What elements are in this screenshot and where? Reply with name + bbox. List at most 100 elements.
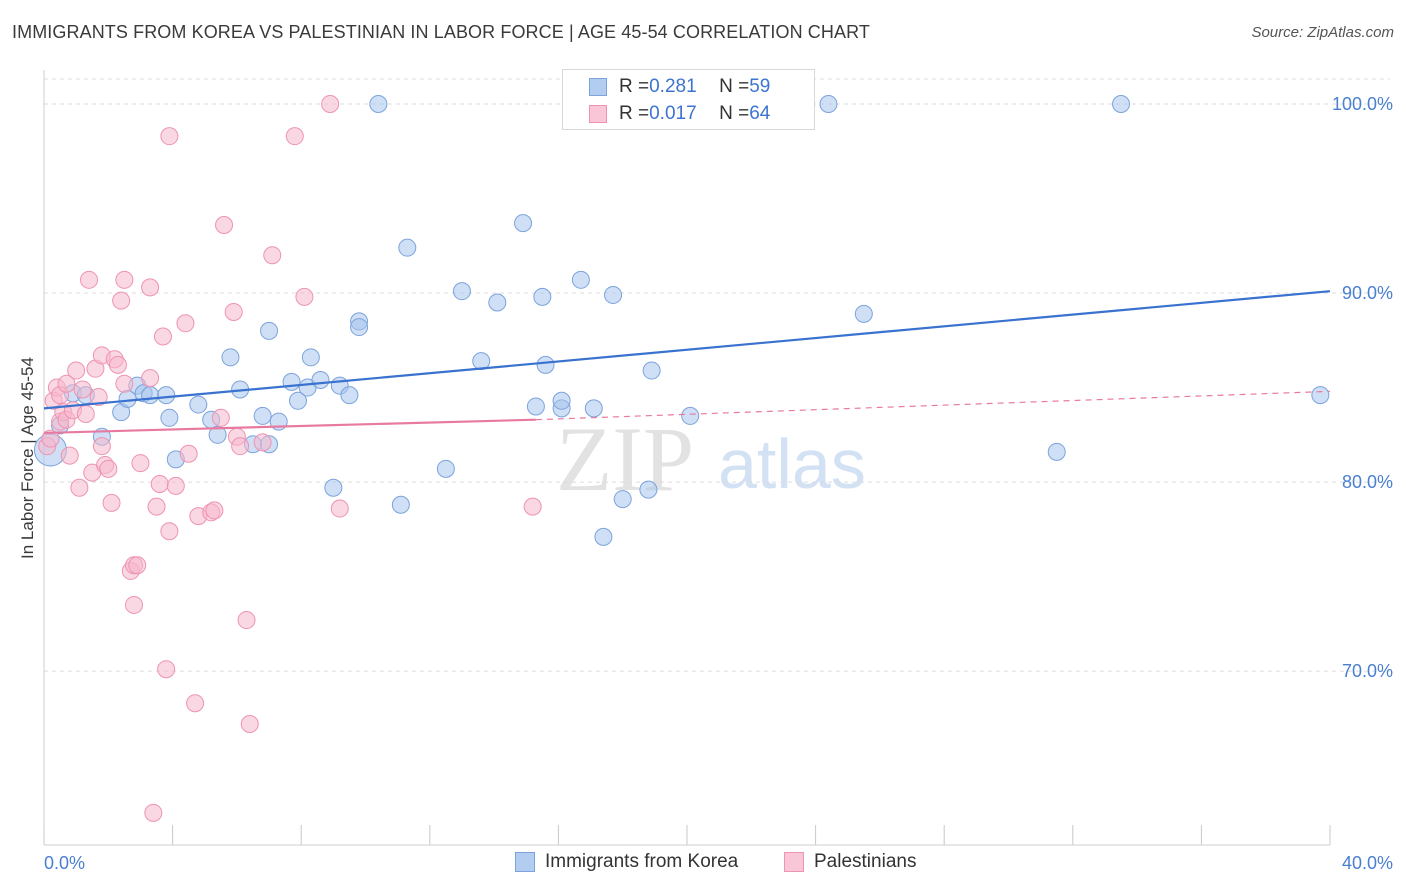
r-value: 0.017 <box>649 103 697 124</box>
palestinian-point <box>141 369 160 388</box>
palestinian-point <box>112 291 131 310</box>
korea-point <box>157 386 176 405</box>
palestinian-point <box>67 361 86 380</box>
stats-legend: R = 0.281 N = 59 R = 0.017 N = 64 <box>562 69 815 130</box>
palestinian-point <box>160 522 179 541</box>
r-label: R = <box>619 76 650 97</box>
palestinian-point <box>285 127 304 146</box>
r-label: R = <box>619 103 650 124</box>
korea-point <box>350 318 369 337</box>
source-credit: Source: ZipAtlas.com <box>1251 24 1394 41</box>
korea-point <box>260 321 279 340</box>
palestinian-point <box>523 497 542 516</box>
korea-point <box>536 355 555 374</box>
korea-point <box>160 408 179 427</box>
korea-point <box>340 386 359 405</box>
palestinian-point <box>150 474 169 493</box>
watermark: ZIP atlas <box>556 408 866 510</box>
korea-point <box>141 386 160 405</box>
palestinian-point <box>60 446 79 465</box>
legend-label: Immigrants from Korea <box>545 851 739 872</box>
korea-point <box>324 478 343 497</box>
palestinian-point <box>211 408 230 427</box>
korea-point <box>604 285 623 304</box>
palestinian-point <box>41 429 60 448</box>
korea-point <box>391 495 410 514</box>
watermark-atlas: atlas <box>718 425 866 503</box>
data-points <box>33 95 1330 822</box>
korea-swatch <box>515 852 535 872</box>
korea-point <box>819 95 838 114</box>
palestinians-swatch <box>589 105 607 123</box>
korea-point <box>533 287 552 306</box>
korea-swatch <box>589 78 607 96</box>
n-label: N = <box>719 103 750 124</box>
y-tick-label: 70.0% <box>1342 661 1393 681</box>
korea-point <box>854 304 873 323</box>
palestinian-point <box>144 803 163 822</box>
korea-point <box>282 372 301 391</box>
korea-point <box>369 95 388 114</box>
korea-point <box>681 406 700 425</box>
y-tick-label: 80.0% <box>1342 472 1393 492</box>
korea-point <box>552 391 571 410</box>
korea-point <box>594 527 613 546</box>
palestinian-point <box>237 611 256 630</box>
palestinian-point <box>89 388 108 407</box>
series-legend: Immigrants from Korea Palestinians <box>0 851 1406 877</box>
korea-point <box>639 480 658 499</box>
korea-point <box>301 348 320 367</box>
palestinian-point <box>153 327 172 346</box>
palestinian-point <box>295 287 314 306</box>
palestinian-point <box>176 314 195 333</box>
palestinian-point <box>70 478 89 497</box>
korea-point <box>221 348 240 367</box>
korea-point <box>514 214 533 233</box>
palestinian-point <box>215 216 234 234</box>
palestinians-swatch <box>784 852 804 872</box>
korea-point <box>1311 386 1330 405</box>
palestinian-point <box>76 405 95 424</box>
legend-row-korea: R = 0.281 N = 59 <box>563 74 770 100</box>
legend-item-palestinians[interactable]: Palestinians <box>784 851 916 873</box>
korea-point <box>584 399 603 418</box>
korea-point <box>613 490 632 509</box>
korea-trend-line <box>43 290 1331 410</box>
palestinian-point <box>128 556 147 575</box>
korea-point <box>208 425 227 444</box>
palestinian-point <box>99 459 118 478</box>
korea-point <box>488 293 507 312</box>
korea-point <box>311 371 330 389</box>
korea-point <box>452 282 471 301</box>
x-tick-label-min: 0.0% <box>44 853 85 873</box>
palestinian-point <box>57 374 76 393</box>
palestinian-point <box>166 476 185 495</box>
palestinian-point <box>157 660 176 679</box>
y-tick-label: 90.0% <box>1342 283 1393 303</box>
palestinian-point <box>263 246 282 265</box>
palestinian-point <box>330 499 349 518</box>
palestinian-point <box>205 501 224 520</box>
palestinian-point <box>186 694 205 713</box>
palestinian-point <box>224 302 243 321</box>
x-tick-label-max: 40.0% <box>1342 853 1393 873</box>
korea-point <box>1047 442 1066 461</box>
palestinian-trend-extension <box>535 390 1331 421</box>
y-tick-labels: 70.0% 80.0% 90.0% 100.0% <box>1332 94 1393 681</box>
palestinian-point <box>321 95 340 114</box>
legend-item-korea[interactable]: Immigrants from Korea <box>515 851 738 873</box>
trend-lines <box>43 290 1331 435</box>
korea-point <box>189 395 208 414</box>
korea-point <box>398 238 417 257</box>
x-ticks <box>43 825 1331 845</box>
palestinian-point <box>160 127 179 146</box>
palestinian-point <box>125 595 144 614</box>
palestinian-point <box>73 380 92 399</box>
palestinian-point <box>102 493 121 512</box>
gridlines <box>44 78 1390 672</box>
n-label: N = <box>719 76 750 97</box>
palestinian-point <box>141 278 160 297</box>
legend-row-palestinians: R = 0.017 N = 64 <box>563 101 770 127</box>
palestinian-point <box>80 270 99 289</box>
palestinian-point <box>131 454 150 473</box>
